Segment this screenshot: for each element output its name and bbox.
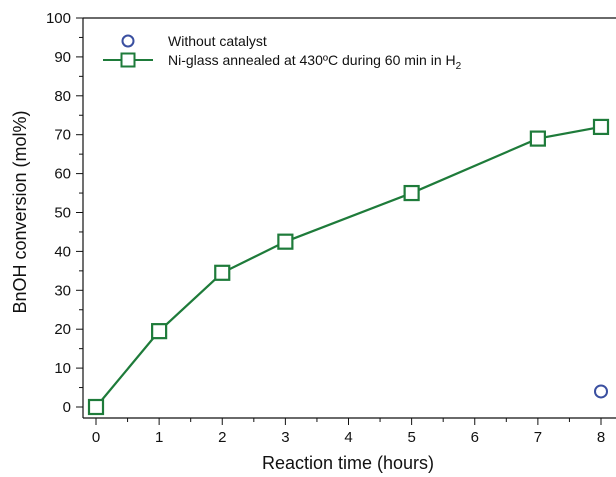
data-point-ni-glass <box>87 398 105 416</box>
y-tick-label: 50 <box>54 205 71 222</box>
data-point-ni-glass <box>592 118 610 136</box>
x-tick-label: 5 <box>407 429 415 446</box>
y-axis-title: BnOH conversion (mol%) <box>10 110 30 313</box>
data-point-ni-glass <box>151 323 168 340</box>
y-tick-label: 40 <box>54 243 71 260</box>
data-point-without-catalyst <box>594 384 608 399</box>
x-tick-label: 4 <box>344 429 352 446</box>
axes: 0 10 20 30 40 50 60 70 80 90 100 0 1 2 3 4 5 6 7 8 <box>46 10 616 446</box>
legend-label-without-catalyst: Without catalyst <box>168 33 267 49</box>
legend-label-ni-glass: Ni-glass annealed at 430ºC during 60 min… <box>168 52 462 72</box>
x-tick-label: 7 <box>534 429 542 446</box>
y-tick-label: 20 <box>54 321 71 338</box>
x-tick-label: 0 <box>92 429 100 446</box>
x-tick-label: 3 <box>281 429 289 446</box>
y-tick-label: 100 <box>46 10 71 27</box>
legend: Without catalyst Ni-glass annealed at 43… <box>103 33 462 72</box>
y-tick-label: 10 <box>54 360 71 377</box>
series-layer <box>87 118 610 416</box>
data-point-ni-glass <box>403 184 420 202</box>
x-tick-label: 6 <box>471 429 479 446</box>
data-point-ni-glass <box>214 264 231 281</box>
x-tick-label: 1 <box>155 429 163 446</box>
series-line-1 <box>95 125 602 408</box>
x-axis-title: Reaction time (hours) <box>262 453 434 473</box>
x-tick-label: 2 <box>218 429 226 446</box>
legend-marker-without-catalyst <box>121 34 135 48</box>
x-tick-label: 8 <box>597 429 605 446</box>
data-point-ni-glass <box>277 233 294 250</box>
y-tick-label: 80 <box>54 88 71 105</box>
y-tick-label: 70 <box>54 127 71 144</box>
legend-marker-ni-glass <box>120 52 136 68</box>
y-tick-label: 60 <box>54 166 71 183</box>
y-tick-label: 90 <box>54 49 71 66</box>
y-tick-label: 0 <box>63 399 71 416</box>
y-tick-label: 30 <box>54 282 71 299</box>
data-point-ni-glass <box>529 130 546 147</box>
